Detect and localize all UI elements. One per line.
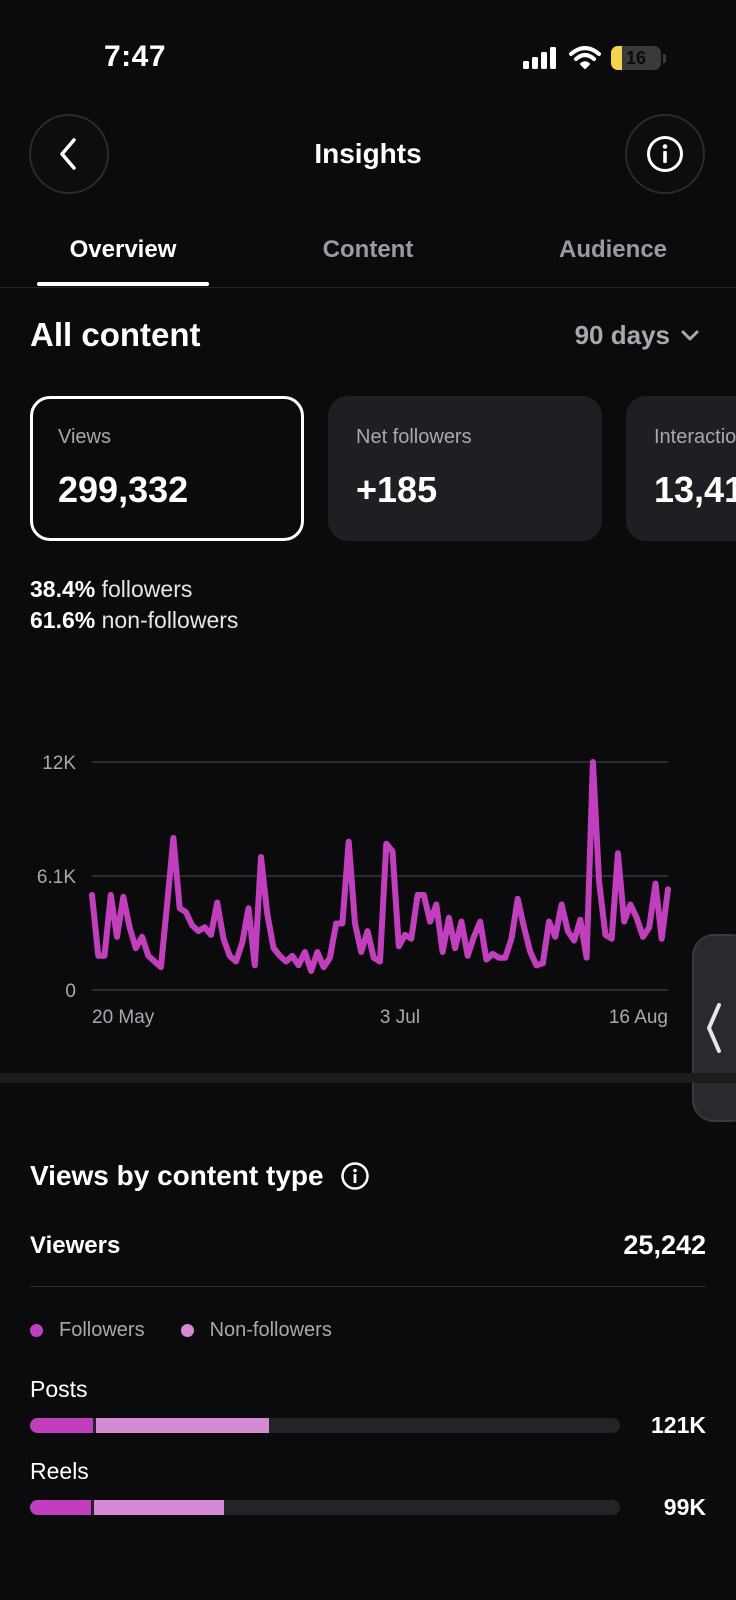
non-followers-percent: 61.6%	[30, 607, 96, 633]
viewers-label: Viewers	[30, 1232, 121, 1259]
section-title: All content	[30, 316, 201, 353]
x-tick-label: 16 Aug	[609, 1007, 668, 1028]
page-title: Insights	[314, 138, 422, 169]
content-type-label: Reels	[30, 1458, 89, 1484]
wifi-icon	[569, 46, 601, 69]
side-panel-handle[interactable]	[692, 934, 736, 1122]
chart-svg: 12K 6.1K 0 20 May 3 Jul 16 Aug	[37, 753, 671, 1028]
views-series-line	[89, 759, 671, 974]
status-bar: 7:47 16	[0, 0, 736, 110]
back-button[interactable]	[29, 114, 109, 194]
tab-bar: Overview Content Audience	[0, 222, 736, 288]
chevron-left-icon	[60, 138, 76, 170]
bar-segment-followers	[30, 1418, 94, 1433]
legend-followers-dot	[30, 1324, 43, 1337]
content-type-row-reels[interactable]: Reels 99K	[30, 1458, 706, 1524]
row-divider	[30, 1286, 706, 1287]
metric-card-net-followers[interactable]: Net followers +185	[328, 396, 602, 541]
stacked-bar-track	[30, 1418, 620, 1433]
metric-label: Views	[58, 426, 111, 448]
metric-value: +185	[356, 469, 438, 510]
date-range-label: 90 days	[574, 320, 670, 350]
battery-tip	[663, 53, 666, 63]
metric-card-interactions[interactable]: Interactions 13,41	[626, 396, 736, 541]
metric-label: Net followers	[356, 426, 472, 448]
info-icon	[647, 136, 683, 172]
legend-followers-label: Followers	[59, 1319, 145, 1341]
legend-followers: Followers	[30, 1319, 145, 1342]
chart-grid	[92, 761, 668, 991]
metric-card-views[interactable]: Views 299,332	[30, 396, 304, 541]
active-tab-indicator	[37, 282, 209, 286]
followers-share: 38.4% followers	[30, 574, 238, 605]
section-divider	[0, 1073, 736, 1083]
legend-non-followers-label: Non-followers	[209, 1319, 332, 1341]
followers-share-label: followers	[101, 576, 193, 602]
bar-segment-non-followers	[93, 1500, 224, 1515]
metric-value: 13,41	[654, 469, 736, 510]
non-followers-share: 61.6% non-followers	[30, 605, 238, 636]
tab-overview[interactable]: Overview	[69, 236, 177, 263]
tab-audience[interactable]: Audience	[558, 236, 668, 263]
chart-x-ticks: 20 May 3 Jul 16 Aug	[92, 1007, 668, 1028]
chart-y-ticks: 12K 6.1K 0	[37, 753, 76, 1002]
followers-percent: 38.4%	[30, 576, 96, 602]
date-range-selector[interactable]: 90 days	[575, 320, 700, 351]
status-time: 7:47	[104, 40, 167, 73]
y-tick-label: 12K	[42, 753, 76, 774]
x-tick-label: 20 May	[92, 1007, 155, 1028]
non-followers-share-label: non-followers	[101, 607, 239, 633]
content-type-label: Posts	[30, 1376, 88, 1402]
views-line-chart[interactable]: 12K 6.1K 0 20 May 3 Jul 16 Aug	[0, 740, 736, 1040]
chart-series	[89, 759, 671, 974]
info-icon[interactable]	[340, 1161, 370, 1191]
cellular-signal-icon	[523, 47, 556, 69]
stacked-bar-track	[30, 1500, 620, 1515]
bar-segment-non-followers	[96, 1418, 269, 1433]
y-tick-label: 0	[65, 981, 76, 1002]
y-tick-label: 6.1K	[37, 867, 76, 888]
tab-content[interactable]: Content	[322, 236, 414, 263]
legend-non-followers: Non-followers	[180, 1319, 332, 1342]
chevron-left-icon	[707, 1003, 721, 1053]
battery-icon: 16	[611, 46, 661, 70]
battery-level	[611, 46, 622, 70]
bar-segment-followers	[30, 1500, 91, 1515]
chart-legend: Followers Non-followers	[30, 1319, 368, 1342]
audience-split: 38.4% followers 61.6% non-followers	[30, 574, 238, 636]
chevron-down-icon	[681, 330, 699, 340]
content-type-row-posts[interactable]: Posts 121K	[30, 1376, 706, 1442]
status-icons: 16	[523, 46, 666, 70]
viewers-value: 25,242	[623, 1230, 706, 1260]
x-tick-label: 3 Jul	[380, 1007, 420, 1028]
metric-value: 299,332	[58, 469, 189, 510]
info-button[interactable]	[625, 114, 705, 194]
metric-label: Interactions	[654, 426, 736, 448]
battery-percent: 16	[625, 47, 647, 68]
legend-non-followers-dot	[180, 1324, 194, 1337]
content-type-title: Views by content type	[30, 1160, 370, 1192]
content-type-title-text: Views by content type	[30, 1160, 324, 1191]
content-type-value: 99K	[663, 1494, 706, 1520]
content-type-value: 121K	[651, 1412, 706, 1438]
